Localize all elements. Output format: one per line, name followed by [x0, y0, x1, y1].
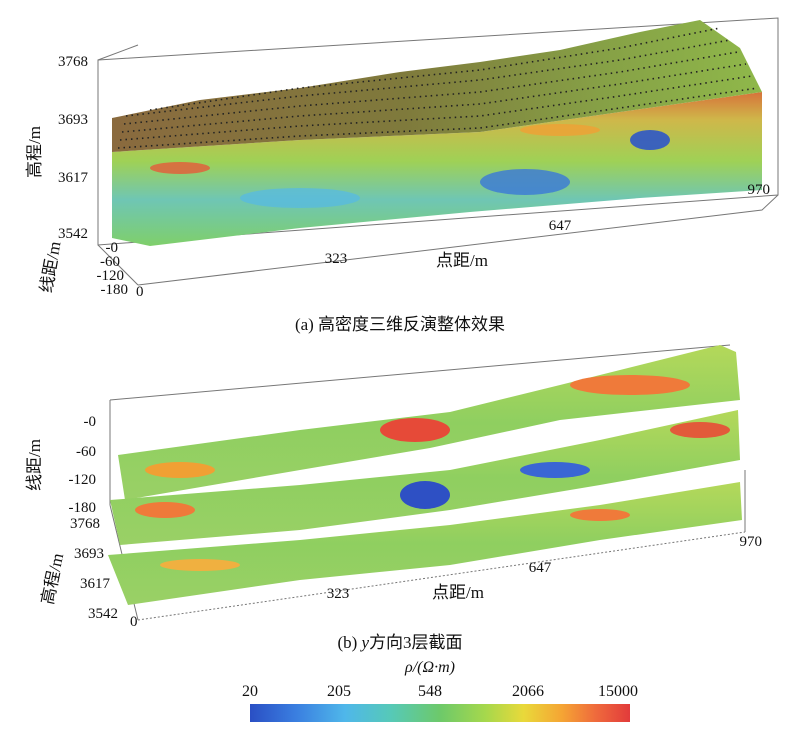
panel-b-distance-tick: 970 — [740, 534, 763, 550]
panel-b-high-resistivity-zone — [160, 559, 240, 571]
panel-b-high-resistivity-zone — [570, 375, 690, 395]
panel-b-elevation-tick: 3693 — [74, 546, 104, 562]
panel-a-line-tick: -0 — [106, 240, 119, 256]
panel-b-high-resistivity-zone — [570, 509, 630, 521]
panel-a-top-surface — [112, 20, 762, 152]
colorbar-tick: 548 — [418, 683, 442, 700]
panel-a-bounding-box — [97, 17, 779, 286]
panel-b-line-tick: -180 — [69, 500, 97, 516]
panel-a-distance-tick: 323 — [325, 251, 348, 267]
panel-b-distance-tick: 0 — [130, 614, 138, 630]
panel-a-distance-tick: 970 — [748, 182, 771, 198]
panel-a-distance-tick: 0 — [136, 284, 144, 300]
panel-a-distance-tick: 647 — [549, 218, 572, 234]
panel-b-distance-tick: 323 — [327, 586, 350, 602]
panel-a-line-tick: -120 — [97, 268, 125, 284]
panel-b-elevation-tick: 3542 — [88, 606, 118, 622]
panel-b-high-resistivity-zone — [670, 422, 730, 438]
panel-a-elevation-label: 高程/m — [25, 126, 44, 178]
panel-b-high-resistivity-zone — [145, 462, 215, 478]
panel-b-line-label: 线距/m — [25, 439, 44, 491]
panel-a-line-label: 线距/m — [37, 240, 65, 294]
panel-a-caption: (a) 高密度三维反演整体效果 — [295, 315, 505, 334]
panel-a-elevation-tick: 3768 — [58, 54, 88, 70]
panel-b-caption: (b) y方向3层截面 — [337, 633, 462, 652]
panel-b-high-resistivity-zone — [380, 418, 450, 442]
panel-a-low-resistivity-zone — [480, 169, 570, 195]
colorbar-title: ρ/(Ω·m) — [404, 659, 455, 676]
panel-a-elevation-tick: 3617 — [58, 170, 89, 186]
panel-a-line-tick: -60 — [100, 254, 120, 270]
panel-a-elevation-tick: 3693 — [58, 112, 88, 128]
panel-a-low-resistivity-zone — [240, 188, 360, 208]
panel-b-distance-tick: 647 — [529, 560, 552, 576]
panel-b-line-tick: -60 — [76, 444, 96, 460]
colorbar-gradient — [250, 704, 630, 722]
panel-b-distance-label: 点距/m — [432, 583, 484, 602]
colorbar-tick: 2066 — [512, 683, 544, 700]
panel-b-low-resistivity-zone — [520, 462, 590, 478]
panel-b-elevation-label: 高程/m — [38, 551, 67, 606]
panel-b-slice-middle — [110, 410, 740, 545]
panel-a-high-resistivity-zone — [150, 162, 210, 174]
colorbar-tick: 15000 — [598, 683, 638, 700]
panel-a-elevation-tick: 3542 — [58, 226, 88, 242]
panel-b-elevation-tick: 3768 — [70, 516, 100, 532]
panel-a-distance-label: 点距/m — [436, 251, 488, 270]
panel-b-slices-view: -0 -60 -120 -180 线距/m 3768 3693 3617 354… — [25, 344, 763, 652]
panel-b-low-resistivity-zone — [400, 481, 450, 509]
panel-b-line-tick: -0 — [84, 414, 97, 430]
panel-a-high-resistivity-zone — [520, 124, 600, 136]
colorbar: ρ/(Ω·m) 20 205 548 2066 15000 — [242, 659, 638, 722]
panel-a-line-tick: -180 — [101, 282, 129, 298]
panel-b-line-tick: -120 — [69, 472, 97, 488]
colorbar-tick: 205 — [327, 683, 351, 700]
panel-a-low-resistivity-zone — [630, 130, 670, 150]
panel-a-survey-lines — [117, 27, 759, 149]
colorbar-tick: 20 — [242, 683, 258, 700]
panel-b-elevation-tick: 3617 — [80, 576, 111, 592]
panel-a-3d-view: 3768 3693 3617 3542 高程/m -0 -60 -120 -18… — [25, 17, 779, 334]
panel-b-high-resistivity-zone — [135, 502, 195, 518]
